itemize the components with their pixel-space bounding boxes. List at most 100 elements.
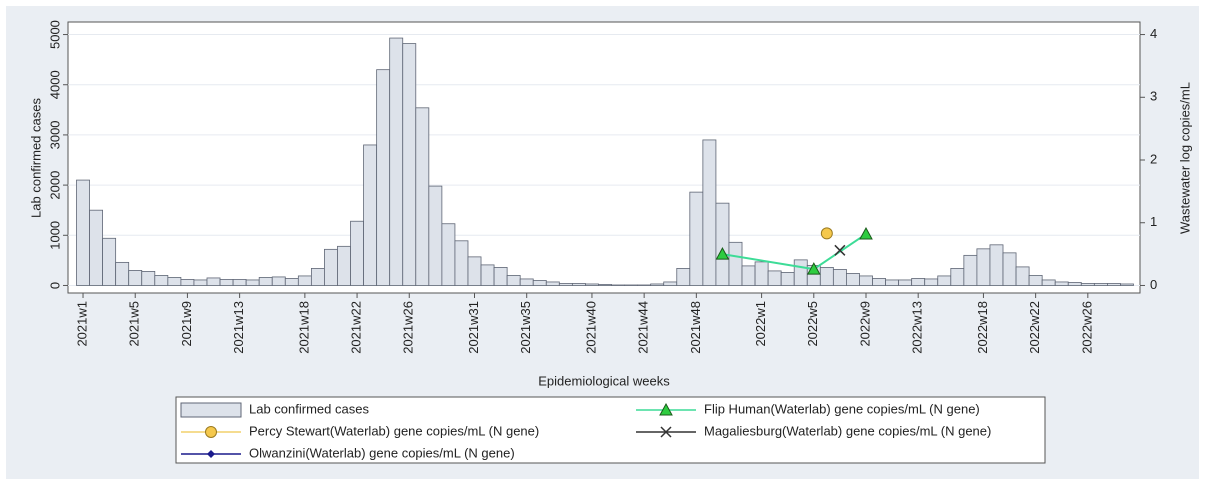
bar [1120, 283, 1134, 286]
bar [258, 277, 273, 286]
bar [519, 278, 534, 286]
series-marker [820, 227, 833, 240]
bar [219, 279, 234, 286]
bar [324, 248, 338, 286]
x-tick-label: 2021w13 [231, 301, 246, 354]
y-axis-title: Lab confirmed cases [28, 98, 43, 218]
bar [689, 191, 704, 286]
bar [832, 269, 847, 286]
x-tick-label: 2021w5 [127, 301, 142, 347]
bar [545, 281, 560, 286]
bar [1041, 279, 1056, 286]
x-tick-label: 2021w40 [583, 301, 598, 354]
y-tick-label: 5000 [47, 20, 62, 49]
bar [650, 283, 665, 286]
y2-tick-label: 1 [1150, 214, 1157, 229]
bar [350, 220, 364, 286]
bar [363, 144, 378, 286]
legend-label: Magaliesburg(Waterlab) gene copies/mL (N… [704, 423, 991, 438]
bar [480, 264, 495, 286]
x-tick-label: 2021w22 [348, 301, 363, 354]
y-tick-label: 4000 [47, 70, 62, 99]
bar [1093, 283, 1108, 286]
bar [741, 265, 756, 286]
bar [885, 279, 900, 286]
bar [976, 248, 991, 286]
x-tick-label: 2021w44 [636, 301, 651, 354]
series-marker [715, 247, 730, 260]
bar [115, 261, 130, 286]
bar [454, 240, 469, 286]
bar [624, 284, 639, 286]
bar [167, 277, 182, 286]
bar [245, 279, 260, 286]
legend-marker [205, 426, 217, 438]
bar [402, 43, 417, 286]
bar [389, 37, 404, 286]
bar [819, 267, 834, 286]
x-axis-title: Epidemiological weeks [538, 373, 670, 388]
y-tick-label: 1000 [47, 221, 62, 250]
bar [154, 275, 169, 286]
bar [467, 256, 482, 286]
bar [937, 275, 952, 286]
x-tick-label: 2021w35 [518, 301, 533, 354]
bar [128, 270, 143, 286]
bar [898, 279, 913, 286]
legend-label: Lab confirmed cases [249, 401, 369, 416]
y-tick-label: 3000 [47, 120, 62, 149]
y2-tick-label: 0 [1150, 277, 1157, 292]
y2-axis-title: Wastewater log copies/mL [1177, 82, 1192, 234]
x-tick-label: 2022w9 [857, 301, 872, 347]
bar [232, 279, 247, 286]
series-marker [806, 262, 821, 275]
bar [206, 277, 221, 286]
legend-swatch [180, 402, 242, 418]
bar [950, 268, 965, 286]
x-tick-label: 2021w1 [74, 301, 89, 347]
bar [558, 283, 573, 286]
bar [297, 275, 312, 286]
bar [872, 278, 886, 286]
bar [911, 278, 926, 286]
bar [585, 283, 599, 286]
x-tick-label: 2021w48 [688, 301, 703, 354]
legend-label: Flip Human(Waterlab) gene copies/mL (N g… [704, 401, 980, 416]
legend-marker [660, 426, 672, 438]
bar [702, 139, 717, 286]
bar [284, 278, 299, 286]
legend-label: Olwanzini(Waterlab) gene copies/mL (N ge… [249, 445, 515, 460]
legend-box [175, 396, 1046, 464]
x-tick-label: 2022w5 [805, 301, 820, 347]
bar [728, 241, 743, 286]
bar [1054, 281, 1069, 286]
legend-marker [659, 402, 673, 416]
bar [102, 237, 117, 286]
bar [376, 69, 391, 286]
x-tick-label: 2022w18 [975, 301, 990, 354]
bar [76, 179, 90, 286]
bar [793, 259, 808, 286]
bar [1080, 283, 1095, 286]
series-marker [834, 244, 846, 256]
bar [611, 284, 625, 286]
y2-tick-label: 4 [1150, 26, 1157, 41]
bar [924, 278, 939, 286]
x-tick-label: 2022w13 [910, 301, 925, 354]
bar [180, 279, 195, 286]
bar [754, 261, 769, 286]
y-tick-label: 0 [47, 282, 62, 289]
x-tick-label: 2022w26 [1079, 301, 1094, 354]
bar [963, 254, 978, 286]
bar [415, 107, 430, 286]
bar [1107, 283, 1121, 286]
bar [506, 275, 521, 286]
bar [1015, 266, 1030, 286]
legend-label: Percy Stewart(Waterlab) gene copies/mL (… [249, 423, 539, 438]
bar [780, 272, 795, 286]
y2-tick-label: 2 [1150, 151, 1157, 166]
bar [193, 279, 208, 286]
x-tick-label: 2022w22 [1027, 301, 1042, 354]
y-tick-label: 2000 [47, 171, 62, 200]
